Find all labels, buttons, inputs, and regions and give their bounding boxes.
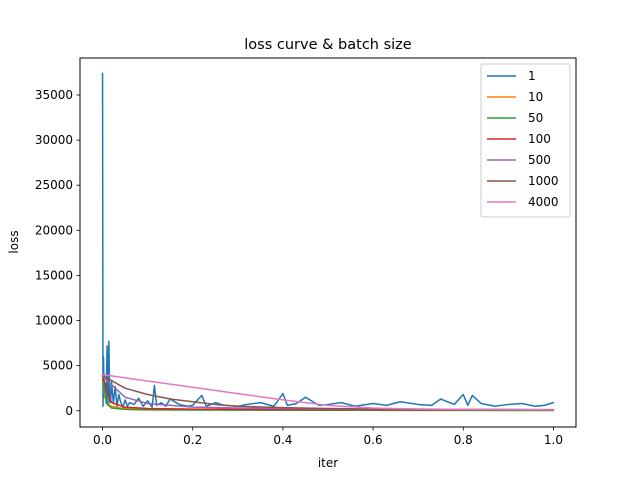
y-tick-label: 0 [65,404,73,418]
legend-label: 50 [528,111,543,125]
x-tick-label: 0.0 [93,433,112,447]
series-line-1 [101,72,555,408]
y-axis: 0 5000 10000 15000 20000 25000 30000 35000 [35,88,80,418]
y-tick-label: 35000 [35,88,73,102]
x-tick-label: 1.0 [544,433,563,447]
y-tick-label: 30000 [35,133,73,147]
series-line-4000 [101,373,555,411]
y-tick-label: 5000 [42,359,73,373]
legend-label: 100 [528,132,551,146]
legend-label: 1 [528,69,536,83]
x-tick-label: 0.6 [364,433,383,447]
legend-label: 10 [528,90,543,104]
legend-label: 4000 [528,195,559,209]
chart-title: loss curve & batch size [244,37,412,53]
x-tick-label: 0.2 [183,433,202,447]
y-tick-label: 20000 [35,223,73,237]
x-axis-title: iter [318,456,338,470]
y-tick-label: 10000 [35,314,73,328]
x-axis: 0.0 0.2 0.4 0.6 0.8 1.0 [93,427,563,447]
plot-frame [79,57,577,428]
y-axis-title: loss [7,230,21,253]
legend-box [480,63,571,218]
series-layer [101,72,555,412]
legend-label: 1000 [528,174,559,188]
y-tick-label: 25000 [35,178,73,192]
x-tick-label: 0.8 [454,433,473,447]
legend-label: 500 [528,153,551,167]
x-tick-label: 0.4 [273,433,292,447]
legend: 1 10 50 100 500 1000 4000 [480,63,571,218]
y-tick-label: 15000 [35,268,73,282]
